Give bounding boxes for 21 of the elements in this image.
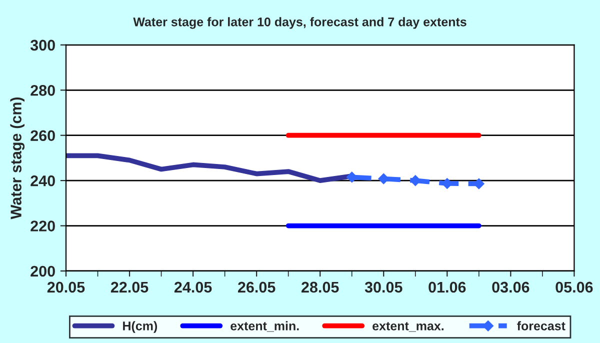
y-tick-label: 300 [30,40,55,51]
y-tick-label: 200 [30,266,55,277]
legend-label: forecast [517,321,566,330]
x-tick-label: 28.05 [302,282,339,293]
y-tick-label: 260 [30,130,55,142]
legend-label: H(cm) [123,321,158,333]
legend-label: extent_min. [230,321,299,332]
y-axis-title: Water stage (cm) [10,97,25,220]
x-tick-label: 01.06 [428,282,466,293]
x-tick-label: 20.05 [47,282,85,293]
x-tick-label: 05.06 [556,282,593,293]
chart-title: Water stage for later 10 days, forecast and 7 day extents [133,17,466,29]
y-tick-label: 240 [30,175,55,186]
x-tick-label: 03.06 [492,282,530,293]
x-tick-label: 22.05 [110,282,148,293]
x-tick-label: 26.05 [238,282,276,293]
y-tick-label: 220 [30,220,55,232]
x-tick-label: 24.05 [174,282,212,293]
y-tick-label: 280 [30,85,55,96]
x-tick-label: 30.05 [364,282,402,293]
legend-label: extent_max. [372,322,444,332]
